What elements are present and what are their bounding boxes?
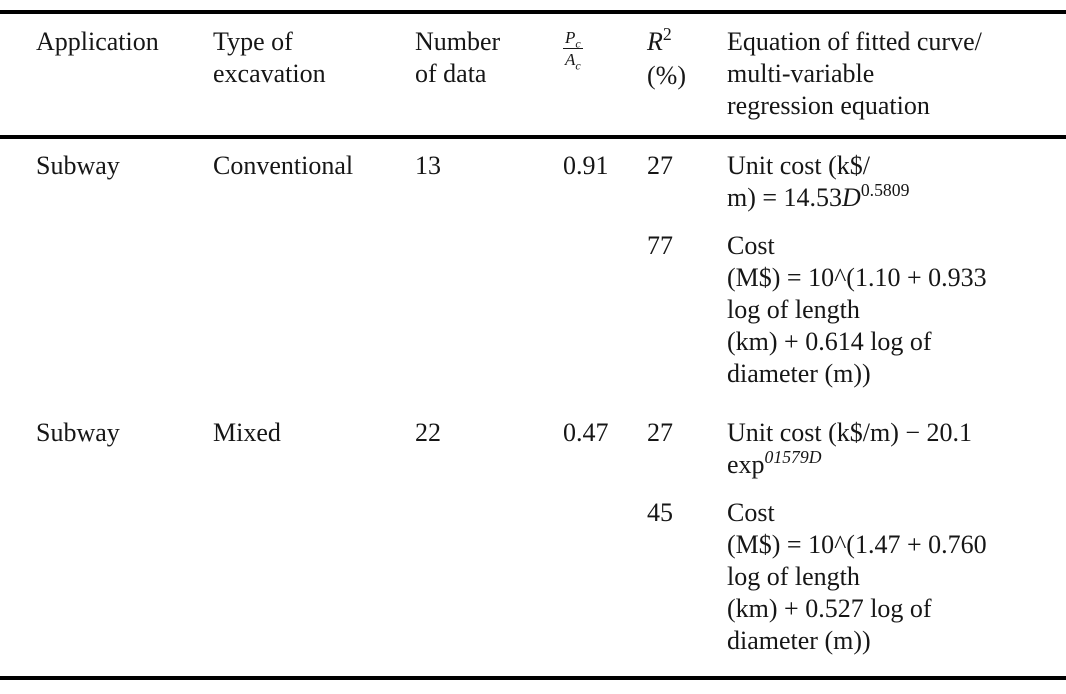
type-of-excavation-cell: Mixed: [213, 418, 281, 447]
equation-cell: Cost (M$) = 10^(1.47 + 0.760 log of length…: [727, 498, 987, 655]
column-header-r-squared: R2 (%): [647, 24, 686, 90]
table-top-rule: [0, 10, 1066, 14]
r-squared-value-cell: 27: [647, 418, 673, 447]
column-header-pc-ac-ratio: Pc Ac: [563, 26, 647, 73]
fraction-denominator: Ac: [565, 50, 581, 73]
application-cell: Subway: [36, 418, 120, 447]
application-cell: Subway: [36, 151, 120, 180]
number-of-data-cell: 22: [415, 418, 441, 447]
column-header-application: Application: [36, 27, 159, 56]
pc-ac-value-cell: 0.47: [563, 418, 609, 447]
pc-ac-fraction: Pc Ac: [563, 28, 583, 73]
r-squared-value-cell: 77: [647, 231, 673, 260]
fraction-numerator: Pc: [563, 28, 583, 51]
table-row: Subway Conventional 13 0.91 27 Unit cost…: [0, 150, 1066, 390]
table-header-rule: [0, 135, 1066, 139]
number-of-data-cell: 13: [415, 151, 441, 180]
r-squared-value-cell: 45: [647, 498, 673, 527]
column-header-number-of-data: Number of data: [415, 27, 501, 88]
equation-cell: Unit cost (k$/m) = 14.53D0.5809: [727, 151, 910, 212]
table-bottom-rule: [0, 676, 1066, 680]
column-header-equation: Equation of fitted curve/multi-variable r…: [727, 27, 982, 120]
table-row: Subway Mixed 22 0.47 27 Unit cost (k$/m)…: [0, 417, 1066, 657]
equation-cell: Unit cost (k$/m) − 20.1 exp01579D: [727, 418, 973, 479]
table-header-row: Application Type of excavation Number of d…: [0, 14, 1066, 135]
paper-table-page: Application Type of excavation Number of d…: [0, 10, 1066, 694]
equation-cell: Cost (M$) = 10^(1.10 + 0.933 log of length…: [727, 231, 987, 388]
pc-ac-value-cell: 0.91: [563, 151, 609, 180]
column-header-type-of-excavation: Type of excavation: [213, 27, 326, 88]
r-squared-value-cell: 27: [647, 151, 673, 180]
type-of-excavation-cell: Conventional: [213, 151, 354, 180]
